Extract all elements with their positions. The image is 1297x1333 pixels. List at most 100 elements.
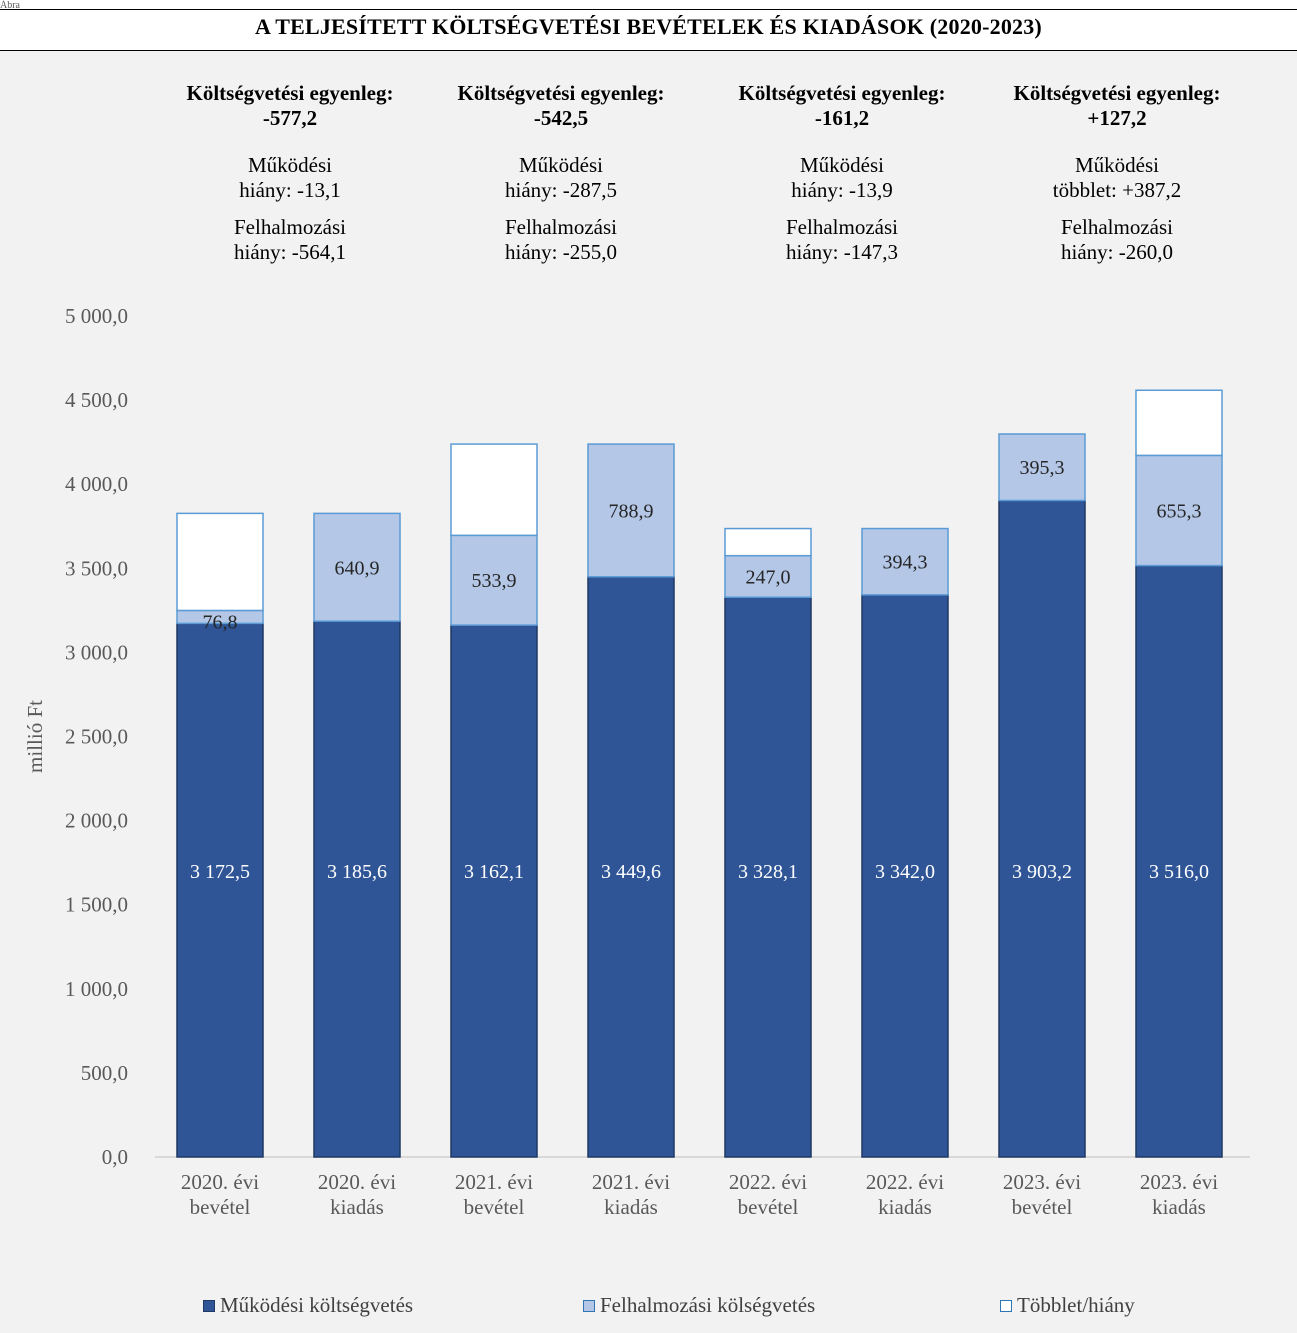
bar-segment [450, 624, 538, 1158]
balance-value-2022: -161,2 [814, 106, 870, 130]
x-tick-label: 2020. évi [318, 1170, 396, 1194]
capital-label-2023: Felhalmozási [1061, 215, 1173, 239]
y-tick-label: 500,0 [81, 1061, 128, 1085]
y-tick-label: 5 000,0 [65, 304, 128, 328]
x-tick-label: kiadás [878, 1195, 932, 1219]
data-label: 655,3 [1157, 500, 1202, 522]
annotation-2022: Költségvetési egyenleg: -161,2 Működési … [737, 81, 947, 265]
data-label: 3 328,1 [738, 861, 798, 883]
x-tick-label: kiadás [1152, 1195, 1206, 1219]
data-label: 394,3 [883, 552, 928, 574]
capital-2023: Felhalmozási hiány: -260,0 [1012, 215, 1222, 265]
data-label: 395,3 [1020, 457, 1065, 479]
operating-2023: Működési többlet: +387,2 [1012, 153, 1222, 203]
legend-swatch-operating [203, 1299, 215, 1312]
data-label: 3 162,1 [464, 861, 524, 883]
capital-label-2021: Felhalmozási [505, 215, 617, 239]
balance-value-2021: -542,5 [533, 106, 589, 130]
balance-2020: Költségvetési egyenleg: -577,2 [185, 81, 395, 131]
operating-2020: Működési hiány: -13,1 [185, 153, 395, 203]
y-tick-label: 4 500,0 [65, 388, 128, 412]
y-tick-label: 3 500,0 [65, 556, 128, 580]
data-label: 3 449,6 [601, 861, 661, 883]
data-label: 76,8 [203, 611, 238, 633]
bar-segment [587, 576, 675, 1158]
annotation-2023: Költségvetési egyenleg: +127,2 Működési … [1012, 81, 1222, 265]
x-tick-label: bevétel [738, 1195, 799, 1219]
bar-segment [450, 534, 538, 626]
chart-title: A TELJESÍTETT KÖLTSÉGVETÉSI BEVÉTELEK ÉS… [255, 14, 1042, 39]
data-label: 3 185,6 [327, 861, 387, 883]
legend-label-capital: Felhalmozási kölségvetés [600, 1293, 816, 1317]
legend-swatch-capital [583, 1299, 595, 1312]
balance-title-2023: Költségvetési egyenleg: [1013, 81, 1221, 105]
balance-title-2020: Költségvetési egyenleg: [186, 81, 394, 105]
x-tick-label: 2021. évi [455, 1170, 533, 1194]
annotation-2021: Költségvetési egyenleg: -542,5 Működési … [456, 81, 666, 265]
data-label: 3 342,0 [875, 861, 935, 883]
balance-value-2023: +127,2 [1087, 106, 1147, 130]
title-top-rule [0, 9, 1297, 10]
data-label: 3 172,5 [190, 861, 250, 883]
bar-segment [724, 596, 812, 1158]
bar-segment [1135, 389, 1223, 457]
capital-label-2020: Felhalmozási [234, 215, 346, 239]
x-tick-label: 2023. évi [1003, 1170, 1081, 1194]
operating-label-2020: Működési [248, 153, 332, 177]
operating-value-2020: hiány: -13,1 [239, 178, 341, 202]
bar-segment [450, 443, 538, 537]
x-tick-label: bevétel [190, 1195, 251, 1219]
bar-segment [861, 594, 949, 1158]
chart-area: 0,0 500,0 1 000,0 1 500,0 2 000,0 2 500,0 3 00… [0, 51, 1297, 1333]
x-tick-label: bevétel [1012, 1195, 1073, 1219]
legend-item-surplus: Többlet/hiány [1000, 1293, 1135, 1318]
capital-value-2023: hiány: -260,0 [1061, 240, 1173, 264]
bar-segment [587, 443, 675, 578]
y-tick-label: 2 500,0 [65, 725, 128, 749]
x-tick-label: 2022. évi [866, 1170, 944, 1194]
bar-segment [998, 499, 1086, 1158]
x-tick-label: 2023. évi [1140, 1170, 1218, 1194]
bar-segment [1135, 564, 1223, 1158]
balance-2022: Költségvetési egyenleg: -161,2 [737, 81, 947, 131]
capital-value-2020: hiány: -564,1 [234, 240, 346, 264]
data-label: 533,9 [472, 570, 517, 592]
operating-value-2021: hiány: -287,5 [505, 178, 617, 202]
y-tick-label: 2 000,0 [65, 809, 128, 833]
balance-title-2022: Költségvetési egyenleg: [738, 81, 946, 105]
legend-label-operating: Működési költségvetés [220, 1293, 414, 1317]
balance-value-2020: -577,2 [262, 106, 318, 130]
x-tick-label: kiadás [330, 1195, 384, 1219]
balance-title-2021: Költségvetési egyenleg: [457, 81, 665, 105]
balance-2023: Költségvetési egyenleg: +127,2 [1012, 81, 1222, 131]
y-tick-label: 0,0 [102, 1145, 128, 1169]
legend-item-operating: Működési költségvetés [203, 1293, 413, 1318]
title-bottom-rule [0, 50, 1297, 51]
data-label: 247,0 [746, 566, 791, 588]
bar-segment [313, 620, 401, 1158]
bar-segment [176, 622, 264, 1158]
legend-label-surplus: Többlet/hiány [1017, 1293, 1135, 1317]
operating-label-2021: Működési [519, 153, 603, 177]
operating-2022: Működési hiány: -13,9 [737, 153, 947, 203]
bar-segment [176, 512, 264, 612]
y-tick-label: 1 500,0 [65, 893, 128, 917]
bar-segment [998, 433, 1086, 502]
y-tick-label: 1 000,0 [65, 977, 128, 1001]
capital-2020: Felhalmozási hiány: -564,1 [185, 215, 395, 265]
y-tick-label: 4 000,0 [65, 472, 128, 496]
x-tick-label: 2022. évi [729, 1170, 807, 1194]
operating-value-2023: többlet: +387,2 [1052, 178, 1182, 202]
data-label: 640,9 [335, 557, 380, 579]
data-label: 3 903,2 [1012, 861, 1072, 883]
x-tick-label: 2020. évi [181, 1170, 259, 1194]
edge-label: Ábra [0, 0, 20, 11]
x-tick-label: bevétel [464, 1195, 525, 1219]
balance-2021: Költségvetési egyenleg: -542,5 [456, 81, 666, 131]
legend-item-capital: Felhalmozási kölségvetés [583, 1293, 815, 1318]
bar-segment [861, 527, 949, 596]
y-axis-label: millió Ft [23, 700, 47, 773]
x-tick-label: 2021. évi [592, 1170, 670, 1194]
y-tick-label: 3 000,0 [65, 640, 128, 664]
data-label: 3 516,0 [1149, 861, 1209, 883]
